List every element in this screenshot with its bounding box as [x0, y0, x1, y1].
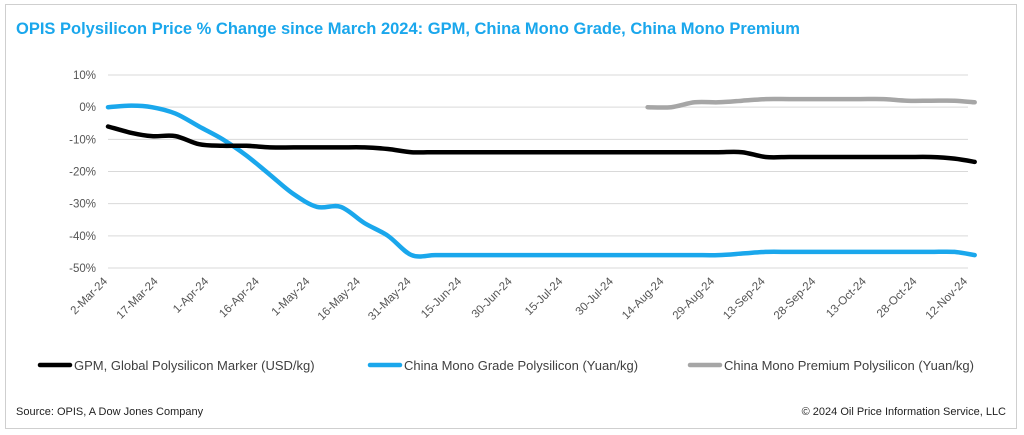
- legend-label: China Mono Premium Polysilicon (Yuan/kg): [724, 358, 974, 373]
- legend-label: China Mono Grade Polysilicon (Yuan/kg): [404, 358, 638, 373]
- series-line: [105, 124, 977, 165]
- x-tick-label: 13-Oct-24: [824, 275, 869, 320]
- y-tick-label: -20%: [69, 167, 96, 179]
- x-tick-label: 2-Mar-24: [69, 275, 111, 317]
- x-tick-label: 13-Sep-24: [721, 275, 768, 322]
- series-line: [105, 103, 977, 259]
- x-tick-label: 1-May-24: [270, 275, 313, 318]
- x-tick-label: 17-Mar-24: [115, 275, 161, 321]
- y-tick-label: 0%: [79, 102, 96, 114]
- x-tick-label: 30-Jul-24: [574, 275, 617, 318]
- x-tick-label: 28-Sep-24: [772, 275, 819, 322]
- x-tick-label: 16-May-24: [316, 275, 364, 323]
- y-tick-label: 10%: [73, 70, 96, 82]
- x-tick-label: 16-Apr-24: [217, 275, 262, 320]
- y-tick-label: -10%: [69, 134, 96, 146]
- x-tick-label: 12-Nov-24: [924, 275, 971, 322]
- x-tick-label: 28-Oct-24: [875, 275, 920, 320]
- x-tick-label: 15-Jul-24: [523, 275, 566, 318]
- x-tick-label: 31-May-24: [366, 275, 414, 323]
- x-tick-label: 30-Jun-24: [470, 275, 516, 321]
- source-note: Source: OPIS, A Dow Jones Company: [16, 406, 204, 418]
- series-line: [645, 96, 977, 110]
- legend-label: GPM, Global Polysilicon Marker (USD/kg): [74, 358, 315, 373]
- chart-title: OPIS Polysilicon Price % Change since Ma…: [16, 20, 800, 38]
- x-tick-label: 14-Aug-24: [620, 275, 667, 322]
- y-tick-label: -50%: [69, 263, 96, 275]
- y-tick-label: -30%: [69, 199, 96, 211]
- x-tick-label: 1-Apr-24: [171, 275, 212, 316]
- y-tick-label: -40%: [69, 231, 96, 243]
- copyright-note: © 2024 Oil Price Information Service, LL…: [801, 406, 1006, 418]
- x-tick-label: 29-Aug-24: [671, 275, 718, 322]
- x-tick-label: 15-Jun-24: [419, 275, 465, 321]
